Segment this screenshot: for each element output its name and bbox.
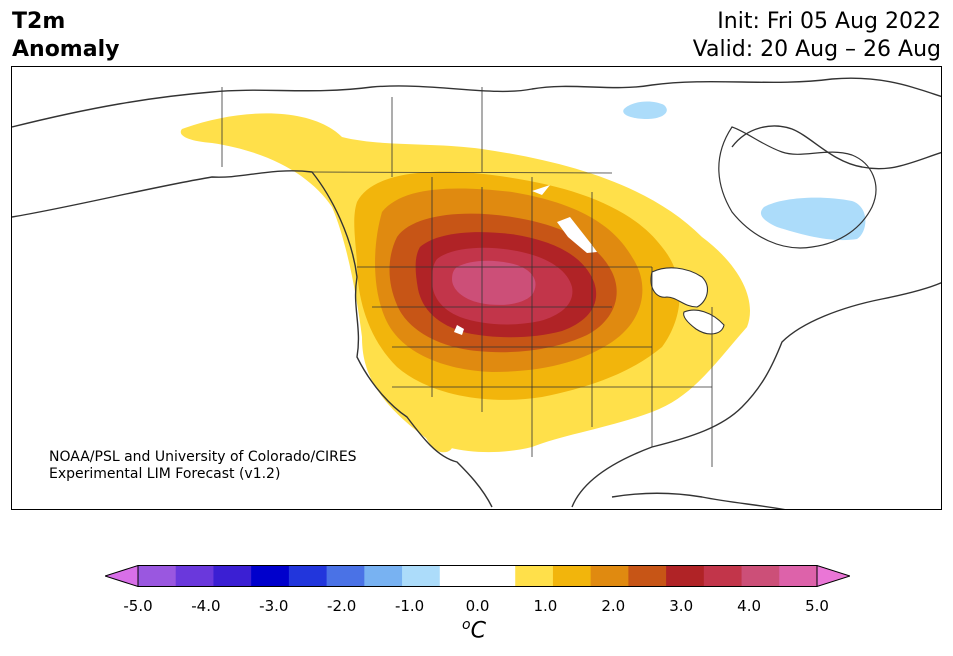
great-lakes-outline <box>650 267 725 335</box>
unit-letter: C <box>470 618 486 644</box>
cool-anomaly-hudson <box>760 197 866 241</box>
colorbar-tick-labels: -5.0 -4.0 -3.0 -2.0 -1.0 0.0 1.0 2.0 3.0 4.0 5.0 <box>0 597 953 617</box>
credit-text: NOAA/PSL and University of Colorado/CIRE… <box>49 449 357 483</box>
colorbar-cell <box>590 565 629 587</box>
colorbar-cell <box>703 565 743 587</box>
init-date: Init: Fri 05 Aug 2022 <box>717 9 941 34</box>
title-line-2: Anomaly <box>12 37 120 62</box>
colorbar-cell <box>251 565 290 587</box>
credit-line-2: Experimental LIM Forecast (v1.2) <box>49 466 281 482</box>
colorbar-tick-label: -4.0 <box>191 597 221 615</box>
colorbar-tick-label: 2.0 <box>601 597 626 615</box>
colorbar-cell <box>402 565 441 587</box>
colorbar-left-extend <box>105 565 139 587</box>
colorbar-cell <box>666 565 705 587</box>
colorbar-tick-label: 3.0 <box>669 597 694 615</box>
colorbar-tick-label: 4.0 <box>737 597 762 615</box>
colorbar-unit-label: oC <box>462 617 486 643</box>
forecast-dates: Init: Fri 05 Aug 2022 Valid: 20 Aug – 26… <box>693 8 941 64</box>
colorbar-border <box>137 565 818 587</box>
coastline <box>12 77 941 509</box>
colorbar-tick-label: -5.0 <box>123 597 153 615</box>
colorbar-tick-label: 1.0 <box>533 597 558 615</box>
colorbar-cells <box>138 565 818 587</box>
cool-anomaly-north <box>623 101 667 119</box>
anomaly-band-south-tail <box>410 367 453 453</box>
valid-range: Valid: 20 Aug – 26 Aug <box>692 37 941 62</box>
colorbar-tick-label: 5.0 <box>805 597 829 615</box>
colorbar-cell <box>288 565 328 587</box>
title-line-1: T2m <box>12 9 66 34</box>
political-boundaries <box>221 87 713 467</box>
colorbar-cell <box>175 565 214 587</box>
anomaly-map <box>11 66 942 510</box>
map-title: T2m Anomaly <box>12 8 119 64</box>
colorbar-tick-label: -2.0 <box>327 597 357 615</box>
anomaly-band-3p5 <box>452 260 536 305</box>
anomaly-holes <box>454 185 597 335</box>
colorbar <box>105 565 850 587</box>
colorbar-cell <box>515 565 554 587</box>
colorbar-cell <box>439 565 478 587</box>
colorbar-cell <box>552 565 592 587</box>
colorbar-tick-label: 0.0 <box>465 597 490 615</box>
map-canvas <box>12 77 941 509</box>
colorbar-cell <box>741 565 780 587</box>
colorbar-tick-label: -3.0 <box>259 597 289 615</box>
colorbar-cell <box>326 565 365 587</box>
colorbar-cell <box>213 565 252 587</box>
hudson-bay-outline <box>718 126 877 249</box>
colorbar-tick-label: -1.0 <box>394 597 425 615</box>
colorbar-cell <box>138 565 177 587</box>
credit-line-1: NOAA/PSL and University of Colorado/CIRE… <box>49 449 357 465</box>
colorbar-cell <box>779 565 818 587</box>
degree-symbol: o <box>462 617 471 633</box>
colorbar-cell <box>628 565 667 587</box>
colorbar-cell <box>364 565 403 587</box>
colorbar-cell <box>477 565 516 587</box>
colorbar-right-extend <box>816 565 850 587</box>
